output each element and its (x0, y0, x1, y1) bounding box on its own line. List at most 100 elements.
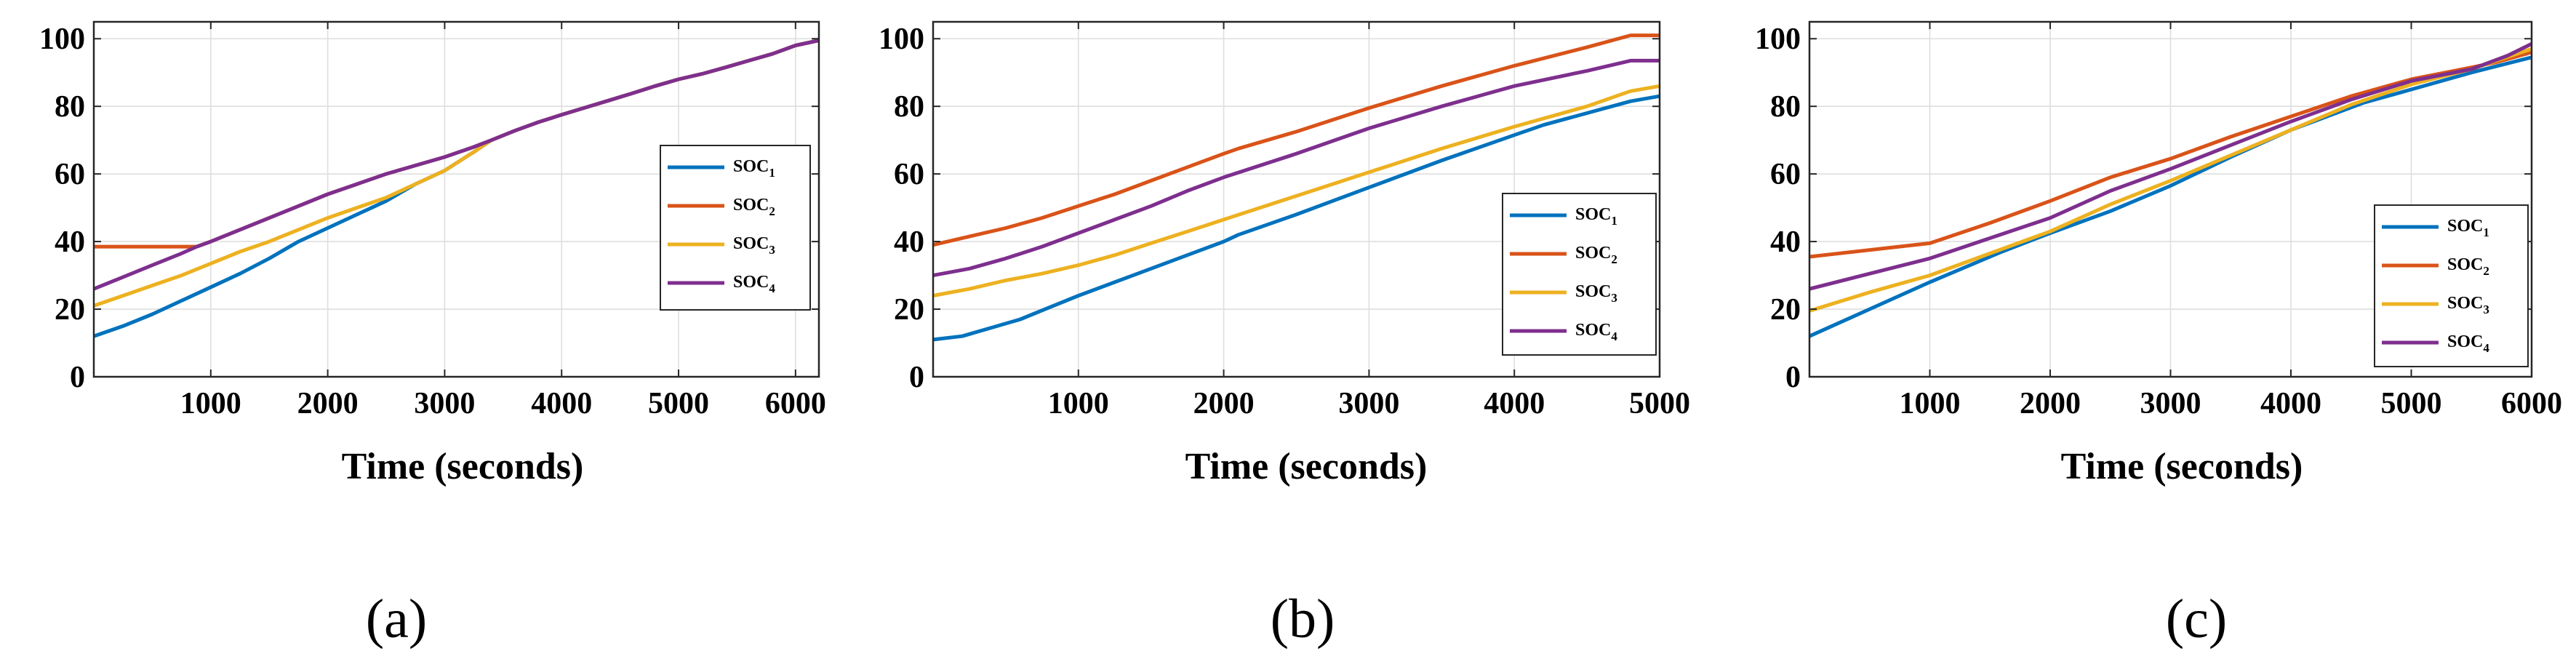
legend-item-soc2: SOC2 (668, 196, 775, 218)
y-tick-label: 40 (55, 225, 85, 259)
chart-panel-c: 1000 2000 3000 4000 5000 6000 0 20 40 60 80 100 Time… (1755, 20, 2562, 650)
legend-label-subscript: 3 (1611, 291, 1617, 305)
y-tick-label: 40 (894, 225, 924, 259)
legend-label-name: SOC (2447, 332, 2483, 351)
y-tick-label: 20 (1770, 293, 1801, 327)
legend-label-subscript: 1 (769, 166, 775, 180)
series-line-soc1 (1808, 55, 2532, 338)
legend-item-soc3: SOC3 (1510, 282, 1617, 305)
legend-label-name: SOC (733, 157, 769, 176)
panel-label: (a) (366, 588, 427, 650)
legend-label: SOC3 (2447, 294, 2489, 316)
legend-label: SOC2 (1575, 244, 1617, 266)
legend-label-subscript: 4 (769, 281, 775, 295)
y-tick-label: 100 (1755, 23, 1801, 56)
chart-panel-a: 1000 2000 3000 4000 5000 6000 0 20 40 60 80 100 Time… (39, 20, 826, 650)
legend-item-soc3: SOC3 (2382, 294, 2489, 316)
x-tick-label: 5000 (648, 387, 709, 420)
legend-label-name: SOC (733, 234, 769, 253)
panel-label: (b) (1271, 588, 1335, 650)
series-line-soc4 (932, 58, 1660, 278)
y-tick-label: 60 (55, 158, 85, 191)
y-tick-label: 20 (55, 293, 85, 327)
x-tick-label: 3000 (1338, 387, 1399, 420)
y-tick-label: 60 (894, 158, 924, 191)
legend-label: SOC4 (1575, 321, 1617, 343)
legend-item-soc1: SOC1 (2382, 217, 2489, 239)
y-tick-label: 40 (1770, 225, 1801, 259)
legend-item-soc4: SOC4 (668, 273, 775, 295)
legend-item-soc3: SOC3 (668, 234, 775, 257)
y-tick-label: 0 (909, 361, 924, 394)
legend-label-name: SOC (733, 273, 769, 292)
plot-frame (932, 20, 1661, 378)
x-tick-label: 5000 (2381, 387, 2442, 420)
legend-label-subscript: 3 (2483, 303, 2489, 316)
x-axis-label: Time (seconds) (2061, 446, 2303, 487)
legend-label-subscript: 1 (1611, 214, 1617, 228)
legend-label-name: SOC (1575, 205, 1611, 224)
legend-label: SOC1 (733, 157, 775, 180)
x-tick-label: 6000 (765, 387, 826, 420)
x-tick-label: 1000 (180, 387, 241, 420)
series-line-soc2 (932, 33, 1660, 247)
legend-label: SOC1 (2447, 217, 2489, 239)
y-tick-label: 20 (894, 293, 924, 327)
legend-label-name: SOC (1575, 244, 1611, 263)
legend-item-soc2: SOC2 (2382, 255, 2489, 278)
legend-item-soc4: SOC4 (2382, 332, 2489, 355)
series-line-soc4 (93, 39, 820, 291)
legend-label-name: SOC (2447, 294, 2483, 313)
series-line-soc3 (1809, 47, 2532, 313)
x-tick-label: 4000 (2260, 387, 2321, 420)
x-tick-label: 2000 (1193, 387, 1255, 420)
legend-label-subscript: 3 (769, 243, 775, 257)
x-tick-label: 2000 (297, 387, 359, 420)
panel-label: (c) (2166, 588, 2227, 650)
legend-label-subscript: 2 (1611, 252, 1617, 266)
legend-label: SOC3 (1575, 282, 1617, 305)
series-line-soc4 (1809, 41, 2533, 291)
legend-label: SOC2 (733, 196, 775, 218)
legend-label: SOC3 (733, 234, 775, 257)
y-tick-label: 100 (879, 23, 924, 56)
x-axis-label: Time (seconds) (342, 446, 584, 487)
y-tick-label: 80 (55, 90, 85, 124)
legend-label-subscript: 4 (1611, 329, 1617, 343)
x-tick-label: 3000 (2140, 387, 2201, 420)
x-axis-label: Time (seconds) (1185, 446, 1428, 487)
legend-label: SOC4 (733, 273, 775, 295)
chart-panel-b: 1000 2000 3000 4000 5000 0 20 40 60 80 100 Time (se… (879, 20, 1690, 650)
y-tick-label: 0 (70, 361, 85, 394)
x-tick-label: 5000 (1629, 387, 1690, 420)
x-tick-label: 3000 (414, 387, 475, 420)
series-line-soc3 (932, 84, 1660, 297)
legend-label: SOC1 (1575, 205, 1617, 228)
legend-box (1502, 193, 1657, 356)
legend-item-soc2: SOC2 (1510, 244, 1617, 266)
x-tick-label: 4000 (1484, 387, 1545, 420)
x-tick-label: 1000 (1900, 387, 1961, 420)
legend-label-name: SOC (1575, 282, 1611, 301)
legend-label-subscript: 2 (769, 204, 775, 218)
y-tick-label: 80 (1770, 90, 1801, 124)
legend-label-name: SOC (1575, 321, 1611, 340)
plot-frame (92, 20, 820, 378)
legend-label-subscript: 4 (2483, 341, 2489, 355)
legend-label-subscript: 1 (2483, 225, 2489, 239)
series-line-soc1 (932, 94, 1660, 342)
y-tick-label: 0 (1785, 361, 1801, 394)
x-tick-label: 6000 (2501, 387, 2562, 420)
legend-item-soc1: SOC1 (668, 157, 775, 180)
legend-item-soc4: SOC4 (1510, 321, 1617, 343)
legend-label-subscript: 2 (2483, 264, 2489, 278)
legend-label-name: SOC (2447, 217, 2483, 236)
legend-label-name: SOC (2447, 255, 2483, 274)
legend-item-soc1: SOC1 (1510, 205, 1617, 228)
legend-label: SOC2 (2447, 255, 2489, 278)
y-tick-label: 60 (1770, 158, 1801, 191)
